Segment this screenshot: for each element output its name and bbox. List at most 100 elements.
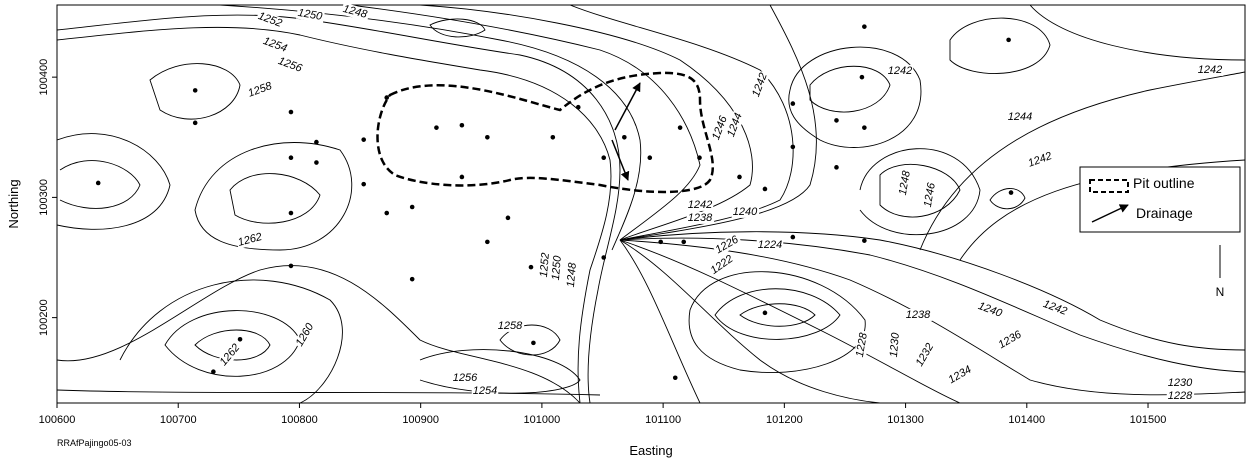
contour-label: 1256 <box>453 372 478 384</box>
drill-hole <box>288 155 294 161</box>
label-bg <box>995 327 1026 352</box>
drill-hole <box>862 238 867 243</box>
label-bg <box>886 64 914 77</box>
contour-label: 1262 <box>237 231 264 249</box>
contour-label: 1232 <box>914 341 937 368</box>
contour-label: 1248 <box>342 3 370 21</box>
contour-label: 1238 <box>906 309 931 321</box>
legend-label: Pit outline <box>1133 175 1195 191</box>
label-bg <box>293 319 318 350</box>
drill-hole <box>409 204 415 210</box>
drill-hole <box>859 74 865 80</box>
label-bg <box>1196 63 1224 76</box>
contour-label: 1248 <box>897 169 913 196</box>
drill-hole <box>697 155 702 161</box>
x-tick-label: 101300 <box>887 414 924 426</box>
label-bg <box>260 34 290 56</box>
contour-label: 1252 <box>538 252 552 277</box>
drill-hole <box>647 155 653 161</box>
x-tick-label: 101100 <box>645 414 681 426</box>
label-bg <box>707 252 737 278</box>
y-tick-label: 100400 <box>38 59 50 96</box>
drill-hole <box>762 310 768 316</box>
label-bg <box>887 330 903 359</box>
x-tick-label: 100600 <box>39 414 76 426</box>
label-bg <box>913 340 937 370</box>
drainage-arrow <box>611 139 630 181</box>
contour-label: 1230 <box>1168 377 1193 389</box>
contour-label: 1246 <box>922 181 938 208</box>
contour-label: 1242 <box>750 71 770 98</box>
drill-hole <box>790 101 796 106</box>
drill-hole <box>862 125 867 130</box>
label-bg <box>896 168 914 198</box>
contour-label: 1240 <box>976 300 1004 320</box>
drill-hole <box>288 210 294 216</box>
drill-hole <box>550 134 556 140</box>
legend: Pit outline Drainage <box>1079 166 1241 233</box>
label-bg <box>255 9 285 31</box>
label-bg <box>853 330 871 360</box>
legend-label: Drainage <box>1136 205 1193 221</box>
drill-hole <box>237 336 243 342</box>
drill-hole <box>531 340 536 346</box>
y-axis-label: Northing <box>6 179 21 228</box>
contour-label: 1254 <box>261 35 288 55</box>
drill-hole <box>361 137 366 142</box>
contours <box>57 5 1245 403</box>
drill-hole <box>601 255 607 260</box>
drill-hole <box>95 180 101 186</box>
x-axis-label: Easting <box>629 443 672 458</box>
label-bg <box>295 6 325 24</box>
drill-hole <box>314 160 319 165</box>
drill-hole <box>505 215 511 221</box>
drill-hole <box>834 165 839 170</box>
contour-label: 1228 <box>1168 390 1193 402</box>
x-tick-label: 101200 <box>766 414 803 426</box>
label-bg <box>686 198 714 211</box>
x-tick-label: 100900 <box>402 414 439 426</box>
label-bg <box>451 371 480 384</box>
label-bg <box>245 79 276 101</box>
drill-hole <box>737 174 742 180</box>
contour-label: 1254 <box>473 385 497 397</box>
label-bg <box>537 251 553 279</box>
drill-hole <box>790 234 796 240</box>
contour-label: 1234 <box>946 364 973 387</box>
label-bg <box>921 180 939 210</box>
contour-label: 1258 <box>246 80 274 100</box>
drill-hole <box>862 24 867 29</box>
drill-hole <box>1006 37 1011 43</box>
y-tick-label: 100300 <box>38 179 50 216</box>
footnote: RRAfPajingo05-03 <box>57 438 132 448</box>
drill-hole <box>790 144 796 150</box>
label-bg <box>340 2 371 22</box>
drill-hole <box>485 134 490 140</box>
drill-hole <box>658 239 663 245</box>
contour-label: 1250 <box>297 7 324 23</box>
label-bg <box>1166 389 1195 402</box>
drill-hole <box>288 109 294 115</box>
x-tick-label: 101400 <box>1008 414 1045 426</box>
label-bg <box>686 211 715 224</box>
drill-hole <box>384 210 390 216</box>
drill-hole <box>314 139 319 145</box>
drill-hole <box>434 125 439 130</box>
contour-label: 1240 <box>733 206 758 218</box>
pit-outline <box>376 71 715 194</box>
contour-label: 1242 <box>1198 64 1222 76</box>
drill-hole <box>459 174 465 180</box>
drill-hole <box>409 276 415 282</box>
drill-hole <box>459 122 465 128</box>
label-bg <box>564 260 580 289</box>
x-tick-label: 101000 <box>524 414 561 426</box>
x-tick-label: 101500 <box>1130 414 1167 426</box>
drill-hole <box>677 125 683 130</box>
label-bg <box>749 70 771 100</box>
contour-label: 1242 <box>888 65 912 77</box>
drill-hole <box>601 155 607 161</box>
label-bg <box>1166 376 1195 389</box>
x-tick-label: 100800 <box>281 414 318 426</box>
label-bg <box>1040 297 1070 319</box>
